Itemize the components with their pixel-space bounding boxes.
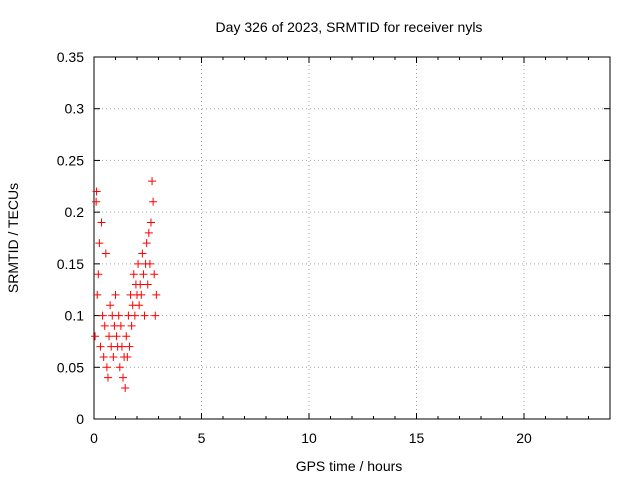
data-point xyxy=(150,270,159,279)
data-point xyxy=(99,352,108,361)
data-point xyxy=(134,259,143,268)
y-tick-label: 0.15 xyxy=(57,256,84,272)
data-point xyxy=(125,342,134,351)
data-point xyxy=(98,311,107,320)
y-tick-label: 0.05 xyxy=(57,359,84,375)
data-point xyxy=(106,301,115,310)
data-point xyxy=(96,342,105,351)
plot-frame xyxy=(93,56,611,420)
chart-title: Day 326 of 2023, SRMTID for receiver nyl… xyxy=(216,19,483,35)
data-point xyxy=(93,290,102,299)
data-point xyxy=(152,290,161,299)
data-point xyxy=(109,352,118,361)
x-tick-label: 10 xyxy=(301,430,317,446)
data-point xyxy=(136,280,145,289)
data-point xyxy=(119,373,128,382)
data-point xyxy=(146,218,155,227)
data-point xyxy=(101,249,110,258)
data-point xyxy=(94,270,103,279)
x-tick-label: 0 xyxy=(90,430,98,446)
data-point xyxy=(102,363,111,372)
data-point xyxy=(91,332,100,341)
data-point xyxy=(121,383,130,392)
data-point xyxy=(92,187,101,196)
y-tick-label: 0.35 xyxy=(57,49,84,65)
x-tick-label: 15 xyxy=(409,430,425,446)
data-point xyxy=(144,228,153,237)
data-point xyxy=(103,373,112,382)
data-point xyxy=(95,239,104,248)
y-tick-label: 0 xyxy=(76,411,84,427)
tick-labels: 0 5 10 15 20 0 0.05 0.1 0.15 0.2 0.25 0.3 0.35 xyxy=(57,49,532,446)
data-point xyxy=(117,342,126,351)
data-point xyxy=(123,352,132,361)
data-point xyxy=(111,290,120,299)
data-point xyxy=(138,249,147,258)
data-point xyxy=(139,270,148,279)
y-tick-label: 0.3 xyxy=(65,101,85,117)
data-point xyxy=(100,321,109,330)
data-point xyxy=(129,270,138,279)
x-tick-label: 5 xyxy=(198,430,206,446)
data-point xyxy=(143,280,152,289)
x-tick-label: 20 xyxy=(516,430,532,446)
data-point xyxy=(145,259,154,268)
data-point xyxy=(105,332,114,341)
data-point xyxy=(140,311,149,320)
y-tick-label: 0.25 xyxy=(57,152,84,168)
data-point xyxy=(92,197,101,206)
data-point xyxy=(135,301,144,310)
data-points xyxy=(91,177,161,392)
y-axis-label: SRMTID / TECUs xyxy=(5,183,21,293)
data-point xyxy=(142,239,151,248)
grid xyxy=(94,57,610,419)
data-point xyxy=(149,197,158,206)
data-point xyxy=(122,332,131,341)
data-point xyxy=(137,290,146,299)
data-point xyxy=(130,311,139,320)
data-point xyxy=(148,177,157,186)
data-point xyxy=(151,311,160,320)
data-point xyxy=(116,321,125,330)
x-axis-label: GPS time / hours xyxy=(296,458,403,474)
data-point xyxy=(115,363,124,372)
data-point xyxy=(112,332,121,341)
data-point xyxy=(127,321,136,330)
data-point xyxy=(97,218,106,227)
data-point xyxy=(114,311,123,320)
axis-ticks xyxy=(93,56,610,420)
y-tick-label: 0.2 xyxy=(65,204,85,220)
y-tick-label: 0.1 xyxy=(65,308,85,324)
